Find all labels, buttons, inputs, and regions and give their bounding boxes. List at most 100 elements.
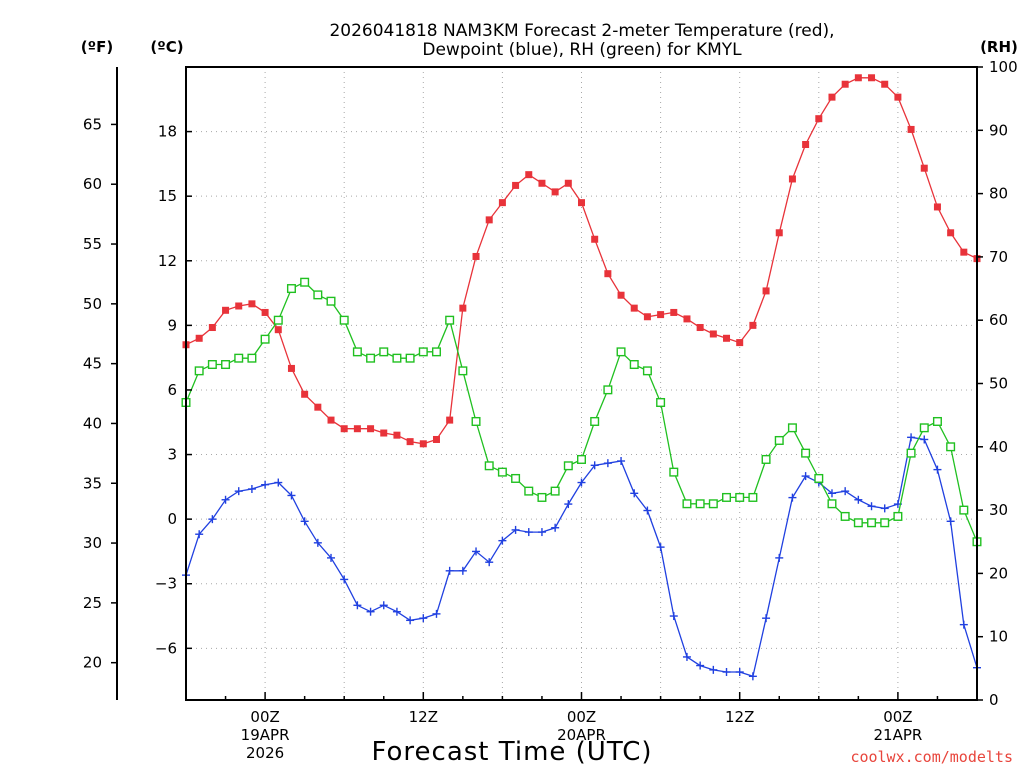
- rh-point: [286, 284, 296, 294]
- temperature-point: [314, 403, 322, 411]
- temperature-point: [683, 315, 691, 323]
- rh-point: [853, 518, 863, 528]
- rh-point: [669, 467, 679, 477]
- dewpoint-point: [854, 495, 863, 504]
- temperature-point: [933, 203, 941, 211]
- celsius-tick-label: 3: [167, 446, 177, 464]
- fahrenheit-tick-label: 55: [83, 235, 102, 253]
- dewpoint-point: [959, 620, 968, 629]
- dewpoint-point: [656, 543, 665, 552]
- rh-point: [418, 347, 428, 357]
- dewpoint-point: [458, 566, 467, 575]
- dewpoint-point: [221, 495, 230, 504]
- x-tick-label: 12Z: [409, 708, 438, 726]
- plot-frame: [185, 66, 978, 701]
- temperature-point: [657, 311, 665, 319]
- temperature-point: [301, 390, 309, 398]
- rh-point: [247, 353, 257, 363]
- rh-point: [273, 315, 283, 325]
- temperature-point: [498, 199, 506, 207]
- rh-point: [260, 334, 270, 344]
- temperature-point: [960, 248, 968, 256]
- fahrenheit-tick-label: 35: [83, 474, 102, 492]
- temperature-point: [854, 74, 862, 82]
- dewpoint-point: [537, 528, 546, 537]
- chart-title: 2026041818 NAM3KM Forecast 2-meter Tempe…: [329, 21, 834, 60]
- rh-point: [379, 347, 389, 357]
- rh-tick-label: 100: [989, 58, 1018, 76]
- temperature-point: [749, 321, 757, 329]
- temperature-point: [736, 339, 744, 347]
- data-series: [181, 74, 982, 681]
- temperature-point: [380, 429, 388, 437]
- rh-point: [629, 360, 639, 370]
- rh-point: [880, 518, 890, 528]
- rh-point: [840, 511, 850, 521]
- dewpoint-point: [617, 457, 626, 466]
- rh-point: [867, 518, 877, 528]
- fahrenheit-tick-label: 25: [83, 594, 102, 612]
- dewpoint-point: [208, 515, 217, 524]
- dewpoint-point: [313, 538, 322, 547]
- temperature-point: [920, 164, 928, 172]
- dewpoint-point: [643, 506, 652, 515]
- celsius-tick-label: −3: [155, 575, 177, 593]
- dewpoint-point: [485, 558, 494, 567]
- rh-point: [774, 435, 784, 445]
- celsius-tick-label: 18: [158, 123, 177, 141]
- dewpoint-point: [722, 668, 731, 677]
- rh-point: [326, 296, 336, 306]
- rh-point: [708, 499, 718, 509]
- x-tick-label: 00Z: [567, 708, 596, 726]
- rh-point: [827, 499, 837, 509]
- rh-point: [787, 423, 797, 433]
- fahrenheit-tick-label: 20: [83, 654, 102, 672]
- dewpoint-point: [590, 461, 599, 470]
- rh-unit-label: (RH): [980, 38, 1018, 56]
- dewpoint-point: [748, 672, 757, 681]
- dewpoint-point: [524, 528, 533, 537]
- dewpoint-point: [827, 489, 836, 498]
- dewpoint-point: [379, 601, 388, 610]
- rh-point: [893, 511, 903, 521]
- dewpoint-point: [327, 553, 336, 562]
- x-tick-label: 21APR: [873, 726, 922, 744]
- temperature-point: [261, 308, 269, 316]
- rh-point: [682, 499, 692, 509]
- dewpoint-point: [353, 601, 362, 610]
- rh-tick-label: 60: [989, 311, 1008, 329]
- rh-tick-label: 70: [989, 248, 1008, 266]
- temperature-point: [630, 304, 638, 312]
- rh-point: [471, 416, 481, 426]
- rh-point: [695, 499, 705, 509]
- dewpoint-point: [340, 575, 349, 584]
- rh-point: [194, 366, 204, 376]
- dewpoint-point: [577, 478, 586, 487]
- rh-point: [550, 486, 560, 496]
- rh-tick-label: 0: [989, 691, 999, 709]
- temperature-point: [208, 324, 216, 332]
- rh-point: [656, 397, 666, 407]
- temperature-point: [367, 425, 375, 433]
- temperature-point: [947, 229, 955, 237]
- temperature-point: [709, 330, 717, 338]
- temperature-point: [353, 425, 361, 433]
- celsius-tick-label: 6: [167, 381, 177, 399]
- rh-point: [801, 448, 811, 458]
- fahrenheit-tick-label: 45: [83, 355, 102, 373]
- rh-point: [221, 360, 231, 370]
- dewpoint-point: [669, 612, 678, 621]
- temperature-point: [881, 80, 889, 88]
- temperature-point: [617, 291, 625, 299]
- dewpoint-point: [788, 493, 797, 502]
- rh-point: [735, 492, 745, 502]
- rh-point: [814, 473, 824, 483]
- rh-point: [458, 366, 468, 376]
- rh-point: [932, 416, 942, 426]
- fahrenheit-tick-label: 40: [83, 414, 102, 432]
- series-rh: [181, 277, 982, 547]
- x-tick-label: 12Z: [725, 708, 754, 726]
- dewpoint-point: [511, 525, 520, 534]
- rh-point: [563, 461, 573, 471]
- temperature-point: [578, 199, 585, 207]
